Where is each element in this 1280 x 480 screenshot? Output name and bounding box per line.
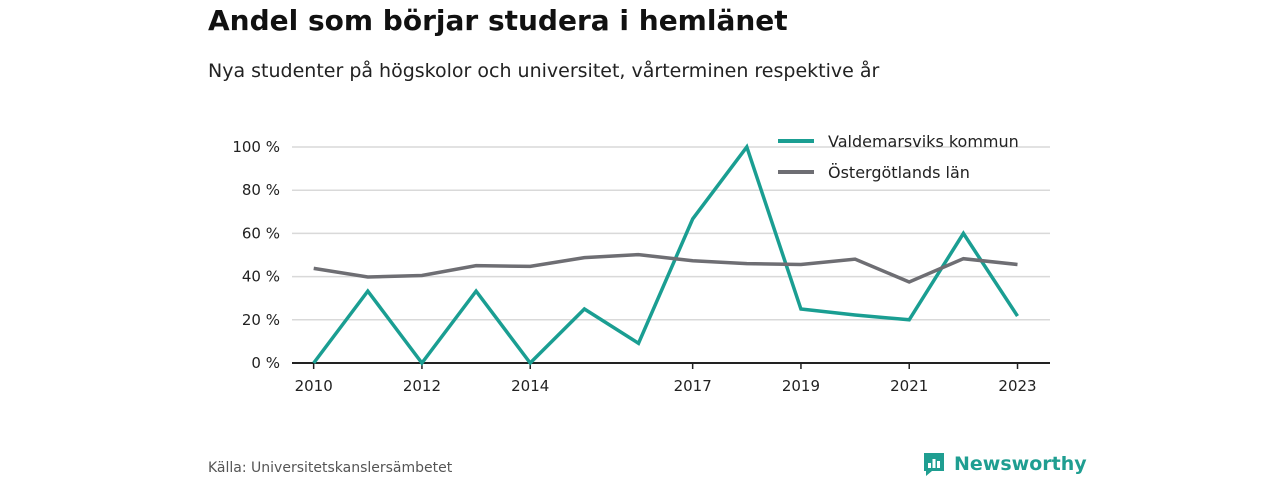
y-tick-label: 0 %: [251, 354, 280, 372]
x-tick-label: 2014: [511, 377, 549, 395]
y-tick-label: 40 %: [242, 268, 280, 286]
source-note: Källa: Universitetskanslersämbetet: [208, 460, 453, 476]
x-tick-label: 2017: [674, 377, 712, 395]
chart-title: Andel som börjar studera i hemlänet: [208, 4, 788, 37]
x-tick-label: 2019: [782, 377, 820, 395]
y-tick-label: 80 %: [242, 181, 280, 199]
legend-label: Östergötlands län: [828, 163, 970, 182]
legend-label: Valdemarsviks kommun: [828, 132, 1019, 151]
brand-name: Newsworthy: [954, 453, 1087, 475]
y-tick-label: 60 %: [242, 224, 280, 242]
y-tick-label: 20 %: [242, 311, 280, 329]
y-tick-label: 100 %: [232, 138, 280, 156]
newsworthy-logo-icon: [924, 453, 944, 476]
chart-subtitle: Nya studenter på högskolor och universit…: [208, 60, 880, 82]
x-tick-label: 2021: [890, 377, 928, 395]
brand-logo: Newsworthy: [922, 450, 1087, 478]
x-tick-label: 2010: [295, 377, 333, 395]
series-line-ostergotland: [313, 252, 1018, 284]
x-tick-label: 2012: [403, 377, 441, 395]
x-tick-label: 2023: [998, 377, 1036, 395]
series-line-valdemarsvik: [312, 143, 1019, 366]
